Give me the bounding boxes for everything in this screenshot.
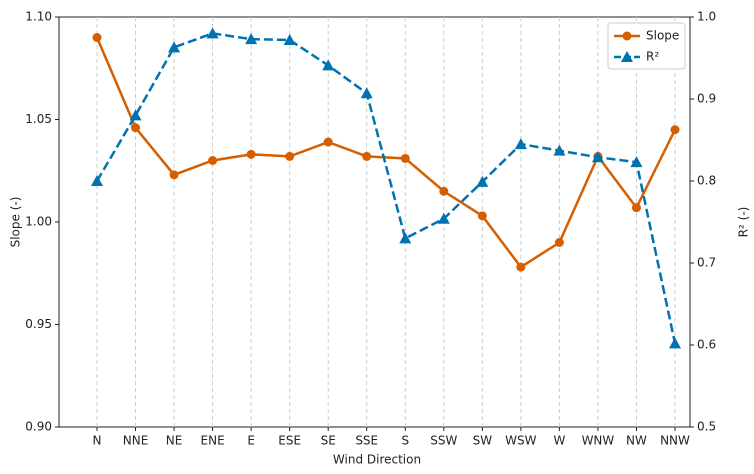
y-tick-label: 1.05: [25, 112, 52, 126]
x-tick-label: ESE: [278, 434, 301, 448]
y2-tick-label: 0.7: [697, 256, 716, 270]
y2-tick-label: 0.6: [697, 338, 716, 352]
marker: [322, 59, 335, 71]
marker: [669, 337, 681, 349]
marker: [91, 175, 103, 186]
marker: [285, 151, 295, 161]
marker: [92, 33, 102, 42]
y2-tick-label: 0.8: [697, 174, 716, 188]
marker: [168, 41, 181, 53]
marker: [516, 262, 526, 272]
marker: [362, 151, 372, 161]
legend-label: R²: [646, 50, 659, 64]
marker: [283, 33, 296, 45]
x-tick-label: NNW: [660, 434, 690, 448]
plot-frame: [58, 16, 691, 428]
x-tick-label: NNE: [123, 434, 149, 448]
legend-label: Slope: [646, 29, 679, 43]
marker: [400, 153, 410, 163]
x-tick-label: S: [401, 434, 409, 448]
x-tick-label: WNW: [582, 434, 615, 448]
marker: [437, 212, 450, 224]
y-axis-label: Slope (-): [9, 197, 23, 248]
marker: [553, 144, 566, 156]
x-axis-label: Wind Direction: [333, 453, 421, 467]
x-tick-label: SSW: [430, 434, 457, 448]
marker: [208, 156, 218, 165]
marker: [129, 109, 142, 121]
marker: [554, 238, 564, 247]
y-tick-label: 0.95: [25, 317, 52, 331]
x-tick-label: NE: [166, 434, 183, 448]
marker: [131, 123, 141, 133]
line: [95, 32, 677, 344]
y-tick-label: 1.00: [25, 215, 52, 229]
marker: [631, 203, 641, 213]
y-tick-label: 0.90: [25, 420, 52, 434]
line: [95, 37, 677, 269]
legend-marker: [621, 51, 633, 62]
marker: [246, 149, 256, 159]
x-tick-label: SSE: [355, 434, 378, 448]
marker: [591, 151, 604, 163]
marker: [399, 232, 412, 244]
marker: [476, 175, 489, 187]
marker: [630, 156, 643, 168]
marker: [670, 125, 680, 135]
x-tick-label: WSW: [505, 434, 536, 448]
marker: [206, 27, 219, 39]
x-tick-label: W: [553, 434, 565, 448]
legend-marker: [622, 31, 632, 41]
marker: [169, 170, 179, 180]
x-tick-label: ENE: [201, 434, 225, 448]
x-tick-label: NW: [626, 434, 647, 448]
y2-axis-label: R² (-): [737, 207, 751, 238]
marker: [477, 211, 487, 221]
y2-tick-label: 1.0: [697, 10, 716, 24]
x-tick-label: E: [247, 434, 255, 448]
x-tick-label: SW: [473, 434, 493, 448]
marker: [245, 33, 258, 45]
marker: [360, 87, 373, 99]
marker: [323, 137, 333, 147]
y-tick-label: 1.10: [25, 10, 52, 24]
y2-tick-label: 0.5: [697, 420, 716, 434]
x-tick-label: SE: [321, 434, 336, 448]
marker: [514, 138, 527, 150]
y2-tick-label: 0.9: [697, 92, 716, 106]
marker: [439, 186, 449, 196]
x-tick-label: N: [93, 434, 102, 448]
